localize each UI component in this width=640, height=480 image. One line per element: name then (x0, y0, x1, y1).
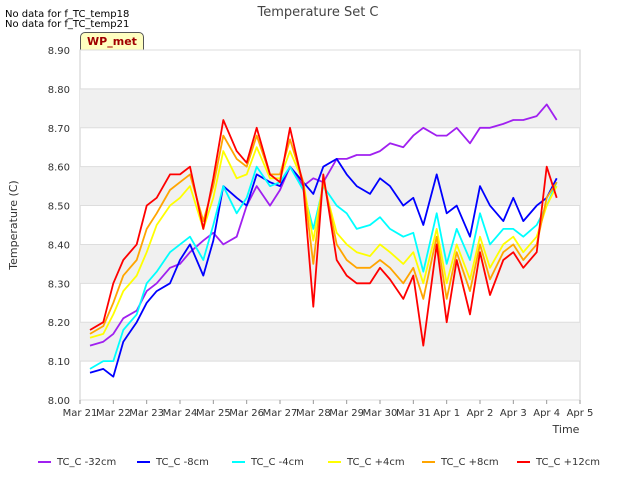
y-tick-label: 8.30 (48, 279, 70, 290)
legend-label: TC_C +8cm (440, 457, 499, 468)
y-tick-label: 8.90 (48, 46, 70, 57)
series-line (89, 157, 558, 378)
no-data-note-2: No data for f_TC_temp21 (5, 19, 130, 30)
y-axis-label: Temperature (C) (7, 180, 20, 270)
x-tick-label: Apr 1 (433, 408, 460, 419)
x-tick-label: Mar 27 (263, 408, 298, 419)
x-tick-label: Apr 5 (567, 408, 594, 419)
y-tick-label: 8.70 (48, 124, 70, 135)
legend-label: TC_C +12cm (535, 457, 600, 468)
grid-band (80, 88, 580, 128)
y-tick-label: 8.50 (48, 202, 70, 213)
y-tick-label: 8.80 (48, 85, 70, 96)
legend-label: TC_C -32cm (56, 457, 116, 468)
legend-label: TC_C +4cm (346, 457, 405, 468)
y-tick-label: 8.40 (48, 240, 70, 251)
x-axis-label: Time (552, 423, 580, 436)
y-tick-label: 8.60 (48, 163, 70, 174)
no-data-note-1: No data for f_TC_temp18 (5, 9, 130, 20)
legend-label: TC_C -4cm (250, 457, 304, 468)
x-tick-label: Mar 23 (129, 408, 164, 419)
x-tick-label: Mar 24 (163, 408, 198, 419)
x-tick-label: Mar 25 (196, 408, 231, 419)
series-line (89, 119, 558, 347)
x-tick-label: Mar 30 (363, 408, 398, 419)
x-tick-label: Mar 22 (96, 408, 131, 419)
x-tick-label: Mar 29 (329, 408, 364, 419)
x-tick-label: Mar 31 (396, 408, 431, 419)
x-tick-label: Mar 28 (296, 408, 331, 419)
x-tick-label: Apr 2 (467, 408, 494, 419)
y-tick-label: 8.00 (48, 396, 70, 407)
x-tick-label: Apr 3 (500, 408, 527, 419)
legend-label: TC_C -8cm (155, 457, 209, 468)
grid-band (80, 322, 580, 362)
y-tick-label: 8.10 (48, 357, 70, 368)
x-tick-label: Mar 26 (229, 408, 264, 419)
x-tick-label: Mar 21 (63, 408, 98, 419)
x-tick-label: Apr 4 (533, 408, 560, 419)
chart-title: Temperature Set C (256, 5, 378, 20)
y-tick-label: 8.20 (48, 318, 70, 329)
